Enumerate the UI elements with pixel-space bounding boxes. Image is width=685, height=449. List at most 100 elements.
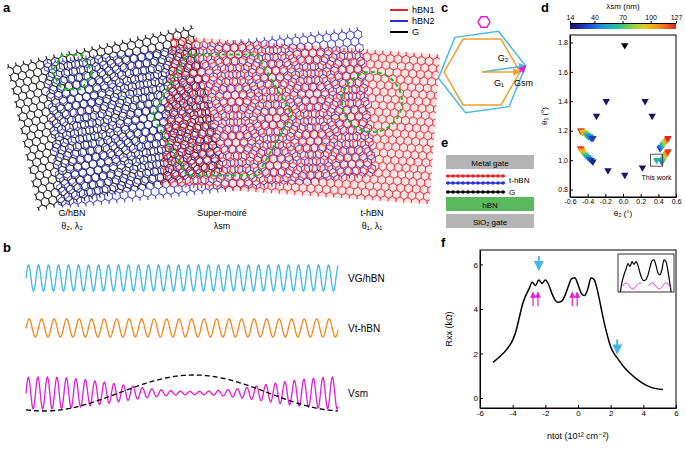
vector-label: Gsm bbox=[514, 78, 533, 88]
atom bbox=[486, 190, 490, 194]
atom bbox=[461, 181, 465, 185]
arrow bbox=[616, 339, 618, 353]
arrow bbox=[577, 292, 578, 306]
atom bbox=[481, 181, 485, 185]
tick-label: 0.8 bbox=[558, 186, 568, 193]
label-patch bbox=[212, 221, 232, 232]
atom bbox=[446, 174, 450, 178]
point bbox=[602, 99, 609, 105]
axis-title: θ₂ (°) bbox=[614, 209, 633, 218]
axis-line bbox=[480, 251, 481, 409]
tick-label: -2 bbox=[542, 409, 550, 418]
tick-label: 127 bbox=[671, 14, 683, 21]
tick: 1.2 bbox=[558, 127, 573, 134]
arrow bbox=[538, 256, 540, 270]
tick-mark bbox=[676, 194, 677, 197]
region-label: Super-moiré bbox=[197, 208, 247, 218]
panel-letter: f bbox=[441, 235, 446, 250]
atom bbox=[501, 174, 505, 178]
wave-label: VG/hBN bbox=[348, 273, 385, 284]
tick-mark bbox=[594, 21, 595, 23]
lattice-bonds bbox=[160, 36, 440, 204]
legend-label: hBN1 bbox=[412, 5, 435, 15]
atom bbox=[451, 190, 455, 194]
moire-cell bbox=[152, 54, 292, 175]
tick: 0.6 bbox=[672, 194, 682, 205]
atom bbox=[481, 174, 485, 178]
tick-mark bbox=[570, 190, 573, 191]
tick-label: 4 bbox=[474, 305, 479, 314]
tick-mark bbox=[643, 405, 644, 408]
bz-hexagon bbox=[444, 39, 520, 105]
legend-label: hBN2 bbox=[412, 16, 435, 26]
wave-label: Vsm bbox=[348, 388, 368, 399]
point bbox=[664, 149, 671, 155]
tick-mark bbox=[623, 21, 624, 23]
tick-label: 0 bbox=[474, 394, 479, 403]
atom bbox=[446, 181, 450, 185]
point bbox=[621, 173, 628, 179]
panel-letter: a bbox=[3, 0, 11, 15]
layer-label: hBN bbox=[482, 201, 498, 210]
atom bbox=[476, 181, 480, 185]
axis-title: Rxx (kΩ) bbox=[444, 311, 454, 346]
vector-label: G₂ bbox=[498, 53, 509, 63]
point bbox=[648, 114, 655, 120]
atom bbox=[491, 190, 495, 194]
arrow bbox=[532, 292, 533, 306]
tick-mark bbox=[570, 131, 573, 132]
tick-mark bbox=[480, 309, 483, 310]
tick: 0 bbox=[576, 405, 581, 418]
tick-mark bbox=[570, 72, 573, 73]
point bbox=[593, 114, 600, 120]
annotation: This work bbox=[642, 174, 672, 181]
label-patch bbox=[196, 208, 249, 219]
bz-hexagon bbox=[478, 17, 490, 27]
tick-label: 100 bbox=[645, 14, 657, 21]
tick-mark bbox=[570, 42, 573, 43]
tick: 0.2 bbox=[636, 194, 646, 205]
wave bbox=[26, 319, 338, 337]
tick-mark bbox=[480, 264, 483, 265]
tick-label: -0.2 bbox=[600, 198, 612, 205]
region-params: λsm bbox=[214, 221, 231, 231]
colorbar bbox=[570, 23, 676, 29]
axis: 144070100127 bbox=[567, 14, 683, 24]
tick-mark bbox=[513, 405, 514, 408]
tick: 0.0 bbox=[619, 194, 629, 205]
point bbox=[664, 136, 671, 142]
atom bbox=[501, 190, 505, 194]
legend-swatch bbox=[390, 9, 408, 11]
tick-label: 1.8 bbox=[558, 39, 568, 46]
tick-mark bbox=[623, 194, 624, 197]
tick-label: -0.6 bbox=[564, 198, 576, 205]
panel-letter: e bbox=[441, 135, 448, 150]
tick-label: 0.2 bbox=[636, 198, 646, 205]
tick: -0.2 bbox=[600, 194, 612, 205]
tick-label: 40 bbox=[591, 14, 599, 21]
tick: 70 bbox=[619, 14, 627, 23]
plot-area bbox=[577, 43, 672, 179]
tick: 2 bbox=[609, 405, 614, 418]
tick: 0.8 bbox=[558, 186, 573, 193]
panel-letter: d bbox=[541, 0, 549, 15]
axis-title: θ₁ (°) bbox=[540, 107, 549, 125]
tick: 1.6 bbox=[558, 69, 573, 76]
atom bbox=[456, 174, 460, 178]
atom bbox=[451, 174, 455, 178]
axis-line bbox=[570, 36, 571, 198]
atom bbox=[481, 190, 485, 194]
moire-cell bbox=[52, 55, 92, 90]
atom bbox=[496, 190, 500, 194]
inset-wiggle bbox=[649, 283, 672, 289]
panel-letter: b bbox=[3, 240, 11, 255]
tick-label: 0 bbox=[576, 409, 581, 418]
atomic-layer bbox=[446, 191, 505, 193]
atom bbox=[496, 181, 500, 185]
tick: 1.8 bbox=[558, 39, 573, 46]
tick-label: 0.0 bbox=[619, 198, 629, 205]
layer bbox=[446, 197, 534, 211]
tick-mark bbox=[611, 405, 612, 408]
tick-mark bbox=[651, 21, 652, 23]
region-label: t-hBN bbox=[360, 208, 383, 218]
